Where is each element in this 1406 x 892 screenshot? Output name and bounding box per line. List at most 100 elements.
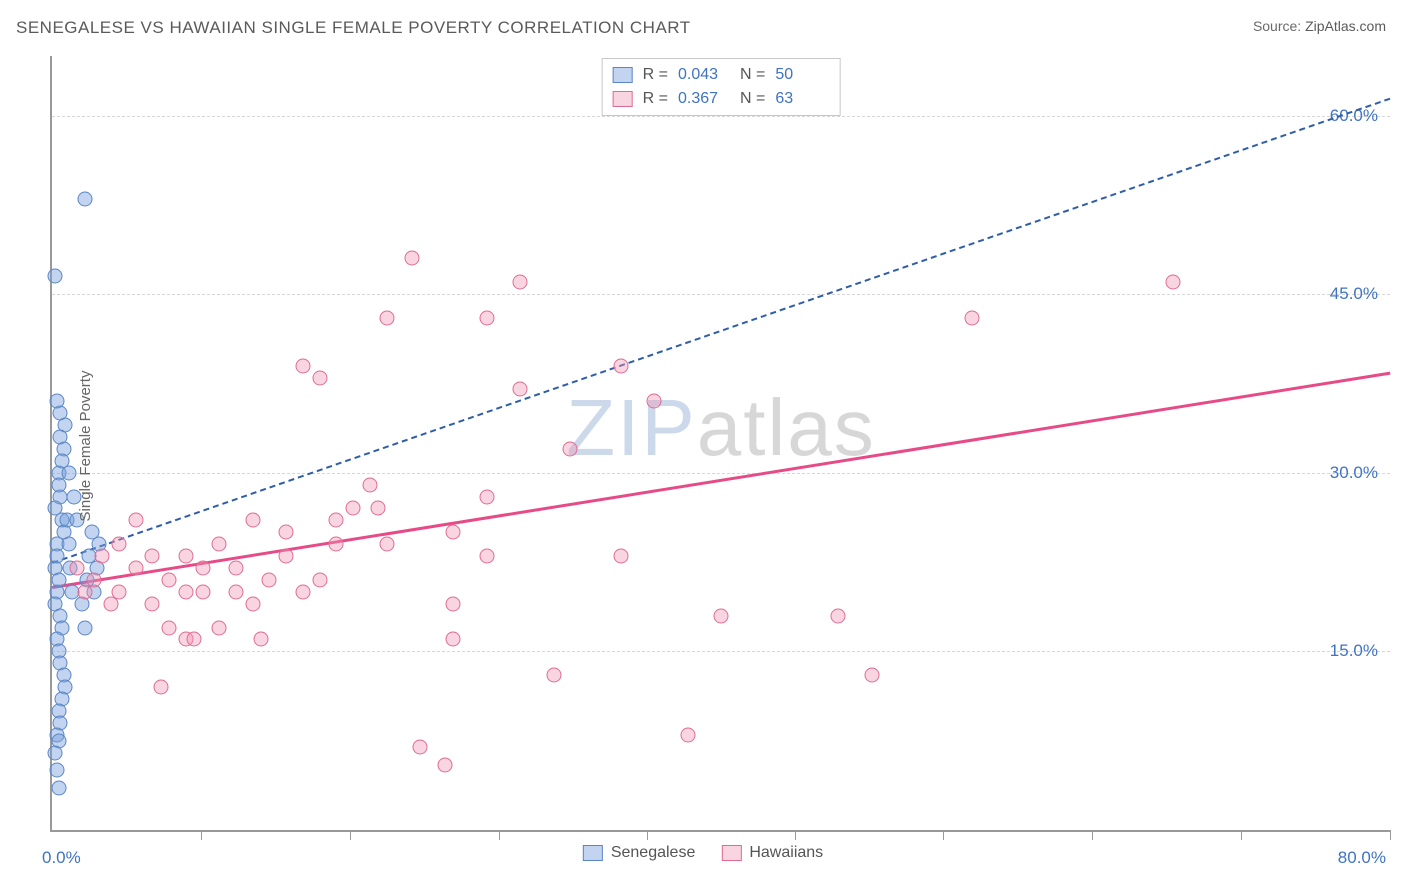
data-point xyxy=(964,310,979,325)
data-point xyxy=(212,537,227,552)
legend-swatch xyxy=(721,845,741,861)
data-point xyxy=(438,757,453,772)
legend-n-label: N = xyxy=(740,66,765,84)
x-tick xyxy=(647,830,648,840)
data-point xyxy=(145,549,160,564)
data-point xyxy=(78,191,93,206)
data-point xyxy=(254,632,269,647)
data-point xyxy=(546,668,561,683)
data-point xyxy=(312,572,327,587)
data-point xyxy=(513,275,528,290)
gridline xyxy=(52,116,1390,117)
legend-series-item: Hawaiians xyxy=(721,844,823,862)
x-tick xyxy=(201,830,202,840)
data-point xyxy=(404,251,419,266)
data-point xyxy=(212,620,227,635)
legend-series-label: Hawaiians xyxy=(749,844,823,862)
data-point xyxy=(262,572,277,587)
legend-r-value: 0.367 xyxy=(678,90,730,108)
data-point xyxy=(51,477,66,492)
x-axis-max-label: 80.0% xyxy=(1338,848,1386,868)
data-point xyxy=(479,489,494,504)
data-point xyxy=(178,584,193,599)
data-point xyxy=(295,358,310,373)
data-point xyxy=(48,501,63,516)
data-point xyxy=(86,572,101,587)
data-point xyxy=(51,781,66,796)
x-tick xyxy=(943,830,944,840)
source-value: ZipAtlas.com xyxy=(1305,18,1386,34)
legend-swatch xyxy=(613,67,633,83)
legend-series: Senegalese Hawaiians xyxy=(583,844,823,862)
x-tick xyxy=(1390,830,1391,840)
x-tick xyxy=(795,830,796,840)
data-point xyxy=(563,441,578,456)
data-point xyxy=(111,537,126,552)
data-point xyxy=(680,727,695,742)
data-point xyxy=(48,269,63,284)
legend-r-value: 0.043 xyxy=(678,66,730,84)
data-point xyxy=(412,739,427,754)
legend-swatch xyxy=(583,845,603,861)
y-tick-label: 45.0% xyxy=(1330,284,1378,304)
data-point xyxy=(145,596,160,611)
data-point xyxy=(446,525,461,540)
data-point xyxy=(50,394,65,409)
y-tick-label: 15.0% xyxy=(1330,641,1378,661)
data-point xyxy=(48,745,63,760)
data-point xyxy=(245,513,260,528)
legend-r-label: R = xyxy=(643,90,668,108)
data-point xyxy=(613,358,628,373)
source-attribution: Source: ZipAtlas.com xyxy=(1253,18,1386,34)
data-point xyxy=(379,310,394,325)
data-point xyxy=(245,596,260,611)
legend-stats: R =0.043N =50R =0.367N =63 xyxy=(602,58,841,116)
data-point xyxy=(831,608,846,623)
y-tick-label: 30.0% xyxy=(1330,463,1378,483)
data-point xyxy=(714,608,729,623)
data-point xyxy=(228,584,243,599)
gridline xyxy=(52,651,1390,652)
scatter-plot-area: ZIPatlas R =0.043N =50R =0.367N =63 15.0… xyxy=(50,56,1390,832)
data-point xyxy=(61,537,76,552)
data-point xyxy=(178,549,193,564)
data-point xyxy=(195,561,210,576)
x-axis-origin-label: 0.0% xyxy=(42,848,81,868)
trend-line xyxy=(52,98,1391,564)
data-point xyxy=(128,513,143,528)
data-point xyxy=(61,465,76,480)
data-point xyxy=(613,549,628,564)
data-point xyxy=(346,501,361,516)
data-point xyxy=(228,561,243,576)
legend-n-label: N = xyxy=(740,90,765,108)
data-point xyxy=(362,477,377,492)
trend-line xyxy=(52,372,1390,589)
data-point xyxy=(479,549,494,564)
data-point xyxy=(513,382,528,397)
data-point xyxy=(111,584,126,599)
watermark: ZIPatlas xyxy=(566,382,875,474)
legend-n-value: 50 xyxy=(775,66,827,84)
data-point xyxy=(329,537,344,552)
data-point xyxy=(279,549,294,564)
gridline xyxy=(52,473,1390,474)
x-tick xyxy=(350,830,351,840)
data-point xyxy=(647,394,662,409)
legend-n-value: 63 xyxy=(775,90,827,108)
legend-series-label: Senegalese xyxy=(611,844,696,862)
chart-title: SENEGALESE VS HAWAIIAN SINGLE FEMALE POV… xyxy=(16,18,691,38)
data-point xyxy=(329,513,344,528)
data-point xyxy=(195,584,210,599)
data-point xyxy=(279,525,294,540)
data-point xyxy=(379,537,394,552)
y-axis-label: Single Female Poverty xyxy=(77,371,94,522)
data-point xyxy=(446,632,461,647)
source-label: Source: xyxy=(1253,18,1305,34)
data-point xyxy=(153,680,168,695)
data-point xyxy=(864,668,879,683)
data-point xyxy=(95,549,110,564)
x-tick xyxy=(1092,830,1093,840)
legend-swatch xyxy=(613,91,633,107)
data-point xyxy=(53,430,68,445)
gridline xyxy=(52,294,1390,295)
